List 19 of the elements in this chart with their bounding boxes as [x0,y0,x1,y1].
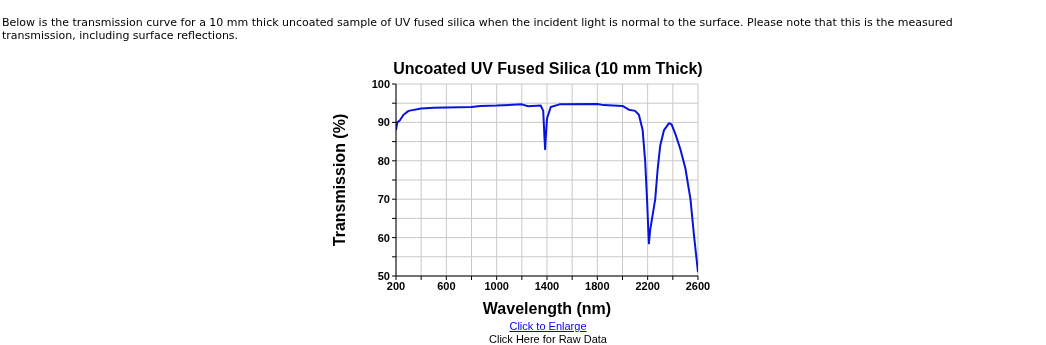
text: Click to Enlarge [508,320,588,332]
y-tick-label: 90 [377,116,390,129]
y-tick-label: 50 [377,269,390,282]
x-tick-label: 1000 [484,279,509,292]
x-tick-label: 1800 [585,279,610,292]
x-tick-label: 600 [437,279,456,292]
x-tick-label: 200 [386,279,406,292]
x-tick-label: 2200 [635,279,660,292]
x-axis-title: Wavelength (nm) [482,300,612,317]
text: Below is the transmission curve for a 10 mm thick uncoated sample of UV fused silica when the incident light is normal to the surface. Please note that this is the measured transmission, including surface reflections. [2,16,954,42]
y-tick-label: 70 [377,193,390,206]
text: Click Here for Raw Data [488,333,608,345]
x-tick-label: 2600 [685,279,711,292]
y-axis-title: Transmission (%) [330,113,348,247]
y-tick-label: 100 [371,77,390,90]
x-tick-label: 1400 [534,279,560,292]
y-tick-label: 60 [377,231,390,244]
chart-title: Uncoated UV Fused Silica (10 mm Thick) [392,60,704,78]
y-tick-label: 80 [377,154,390,167]
